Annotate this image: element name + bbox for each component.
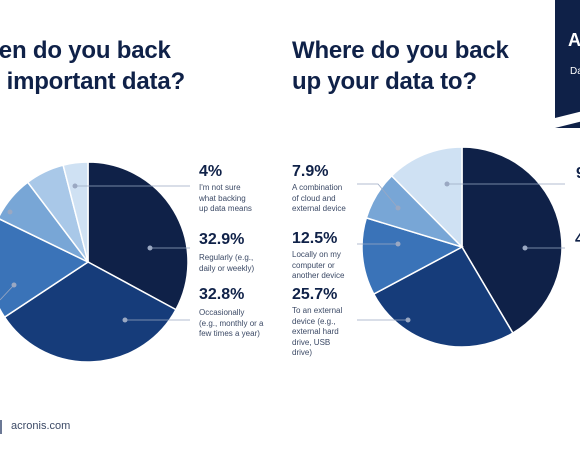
right-label-1-desc: Locally on my computer or another device [292,250,345,280]
leader-dot-2 [122,317,128,323]
leader-dot-3 [395,205,401,211]
footer-divider [0,420,2,434]
left-label-1-desc: Regularly (e.g., daily or weekly) [199,253,255,273]
right-label-2-desc: To an external device (e.g., external ha… [292,306,343,357]
left-pie-slice-5 [62,161,89,263]
left-pie-slice-0 [87,161,189,311]
leader-dot-5 [405,317,411,323]
leader-line-3 [357,183,399,209]
right-label-2-value: 25.7% [292,286,338,303]
leader-dot-4 [395,241,401,247]
right-label-0-value: 7.9% [292,163,329,180]
pie-right [361,146,563,348]
leader-dot-7 [522,245,528,251]
right-pie-slice-0 [461,146,563,335]
right-label-0-desc: A combination of cloud and external devi… [292,183,346,213]
banner-heading: A [568,30,580,50]
right-cut-label-1: 4 [575,231,580,248]
left-label-2-value: 32.8% [199,286,245,303]
right-cut-label-0: 9 [576,165,580,183]
left-label-2-desc: Occasionally (e.g., monthly or a few tim… [199,308,264,338]
leader-lines [0,181,565,323]
side-banner [555,0,580,128]
left-label-1-value: 32.9% [199,231,245,248]
right-label-1-value: 12.5% [292,230,338,247]
right-pie-slice-2 [361,216,464,296]
leader-dot-1 [147,245,153,251]
leader-dot-0 [72,183,78,189]
leader-dot-9 [11,282,17,288]
left-label-0-value: 4% [199,163,223,180]
leader-line-9 [0,284,15,301]
banner-subtitle: Da [570,66,580,77]
leader-dot-6 [444,181,450,187]
footer-brand: acronis.com [11,420,71,432]
left-pie-slice-2 [0,218,90,319]
left-chart-title: ten do you back r important data? [0,37,185,95]
right-pie-slice-4 [390,146,463,249]
left-pie-slice-1 [3,261,177,363]
left-label-0-desc: I'm not sure what backing up data means [199,183,252,213]
pie-left [0,161,189,363]
right-chart-title: Where do you back up your data to? [292,37,509,95]
leader-dot-8 [7,209,13,215]
